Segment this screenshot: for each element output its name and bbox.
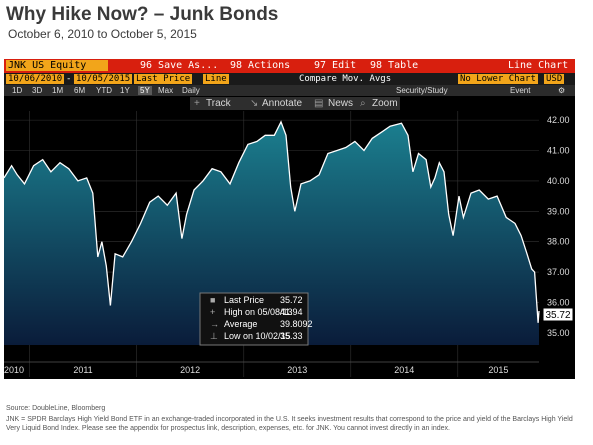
x-tick-label: 2010 <box>4 365 24 375</box>
settings-bar: 10/06/2010 - 10/05/2015 Last Price Line … <box>4 73 575 85</box>
ticker-field[interactable]: JNK US Equity <box>6 60 108 71</box>
last-price-tag-label: 35.72 <box>545 310 570 321</box>
period-1y[interactable]: 1Y <box>120 86 130 95</box>
style-select[interactable]: Line <box>203 74 229 84</box>
save-as-menu[interactable]: 96 Save As... <box>140 60 219 71</box>
last-price-tag: 35.72 <box>542 307 574 322</box>
legend-value-high: 41.94 <box>280 307 303 317</box>
bloomberg-terminal: JNK US Equity 96 Save As... 98 Actions 9… <box>4 59 575 379</box>
legend-marker-low: ⊥ <box>210 331 218 341</box>
compare-mov-avgs[interactable]: Compare Mov. Avgs <box>299 74 392 84</box>
edit-menu[interactable]: 97 Edit <box>314 60 357 71</box>
period-1d[interactable]: 1D <box>12 86 23 95</box>
date-separator: - <box>66 74 72 84</box>
price-chart[interactable]: 35.00 36.00 37.00 38.00 39.00 40.00 41.00 42.00… <box>4 59 575 379</box>
track-button[interactable]: Track <box>206 98 231 109</box>
start-date-field[interactable]: 10/06/2010 <box>6 74 65 84</box>
legend-value-last-price: 35.72 <box>280 295 303 305</box>
chart-legend: ■ Last Price 35.72 + High on 05/08/13 41… <box>199 292 313 346</box>
x-tick-label: 2014 <box>394 365 414 375</box>
actions-menu[interactable]: 98 Actions <box>230 60 291 71</box>
y-tick-label: 40.00 <box>547 176 570 186</box>
y-tick-label: 38.00 <box>547 237 570 247</box>
lower-chart-select[interactable]: No Lower Chart <box>458 74 538 84</box>
period-bar: 1D 3D 1M 6M YTD 1Y 5Y Max Daily Security… <box>4 85 575 96</box>
chart-type-label: Line Chart <box>508 60 569 71</box>
legend-value-average: 39.8092 <box>280 319 313 329</box>
source-note: Source: DoubleLine, Bloomberg <box>6 405 106 412</box>
zoom-button[interactable]: Zoom <box>372 98 398 109</box>
y-tick-label: 37.00 <box>547 267 570 277</box>
legend-label-high: High on 05/08/13 <box>224 307 293 317</box>
period-ytd[interactable]: YTD <box>96 86 112 95</box>
table-menu[interactable]: 98 Table <box>370 60 419 71</box>
currency-select[interactable]: USD <box>544 74 565 84</box>
field-select[interactable]: Last Price <box>134 74 193 84</box>
command-bar: JNK US Equity 96 Save As... 98 Actions 9… <box>4 59 575 73</box>
zoom-icon[interactable]: ⌕ <box>360 98 366 109</box>
price-area <box>4 121 539 346</box>
slide-title: Why Hike Now? – Junk Bonds <box>6 4 279 25</box>
x-tick-label: 2011 <box>73 365 92 375</box>
price-line <box>4 120 540 323</box>
y-tick-label: 42.00 <box>547 115 570 125</box>
slide-subtitle: October 6, 2010 to October 5, 2015 <box>8 27 197 41</box>
legend-label-last-price: Last Price <box>224 295 264 305</box>
legend-marker-average: → <box>210 319 219 329</box>
annotate-icon[interactable]: ↘ <box>250 98 259 109</box>
y-tick-label: 41.00 <box>547 146 570 156</box>
period-5y[interactable]: 5Y <box>138 86 152 95</box>
chart-toolbar: + Track ↘ Annotate ▤ News ⌕ Zoom <box>190 97 400 110</box>
legend-value-low: 35.33 <box>280 331 303 341</box>
y-tick-label: 39.00 <box>547 206 570 216</box>
x-tick-label: 2012 <box>180 365 200 375</box>
period-1m[interactable]: 1M <box>52 86 64 95</box>
end-date-field[interactable]: 10/05/2015 <box>74 74 133 84</box>
x-tick-label: 2015 <box>488 365 508 375</box>
period-max[interactable]: Max <box>158 86 174 95</box>
event-button[interactable]: Event <box>510 86 531 95</box>
legend-label-average: Average <box>224 319 257 329</box>
x-tick-label: 2013 <box>287 365 307 375</box>
settings-gear-icon[interactable]: ⚙ <box>558 86 566 95</box>
legend-label-low: Low on 10/02/15 <box>224 331 291 341</box>
frequency-select[interactable]: Daily <box>182 86 200 95</box>
annotate-button[interactable]: Annotate <box>262 98 303 109</box>
y-tick-label: 35.00 <box>547 328 570 338</box>
news-button[interactable]: News <box>328 98 354 109</box>
legend-marker-last: ■ <box>210 295 215 305</box>
period-6m[interactable]: 6M <box>74 86 86 95</box>
security-study-button[interactable]: Security/Study <box>396 86 448 95</box>
track-icon[interactable]: + <box>194 98 200 109</box>
legend-marker-high: + <box>210 307 215 317</box>
news-icon[interactable]: ▤ <box>314 98 324 109</box>
period-3d[interactable]: 3D <box>32 86 43 95</box>
disclaimer-note: JNK = SPDR Barclays High Yield Bond ETF … <box>6 416 573 432</box>
y-tick-label: 36.00 <box>547 297 570 307</box>
